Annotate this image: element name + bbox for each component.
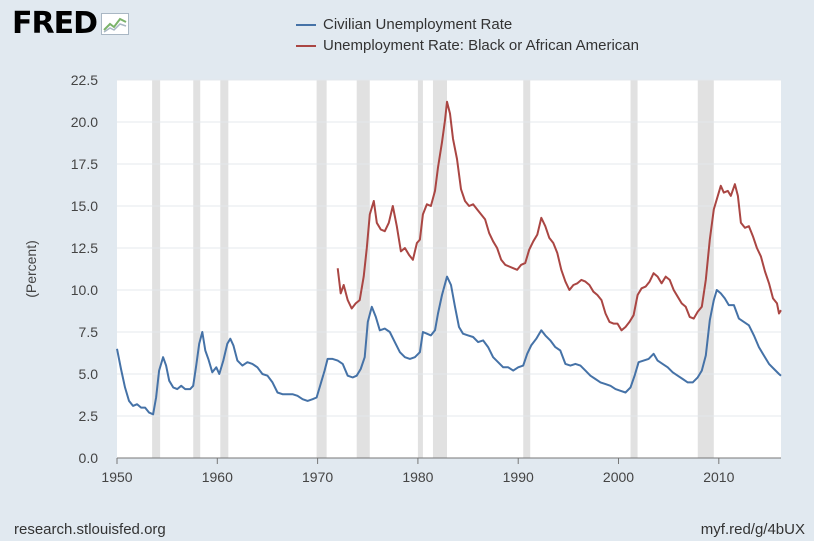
recession-band	[523, 80, 531, 458]
legend-label-black: Unemployment Rate: Black or African Amer…	[323, 37, 639, 54]
y-axis-label: (Percent)	[23, 240, 39, 298]
recession-band	[697, 80, 714, 458]
y-tick-label: 22.5	[71, 72, 98, 88]
axes: 0.0 2.5 5.0 7.5 10.0 12.5 15.0 17.5 20.0 22.5 1950…	[71, 72, 781, 485]
y-tick-label: 0.0	[79, 450, 99, 466]
recession-band	[152, 80, 161, 458]
y-tick-label: 15.0	[71, 198, 98, 214]
x-tick-label: 1990	[503, 469, 534, 485]
series-line-black	[336, 100, 782, 332]
y-tick-label: 10.0	[71, 282, 98, 298]
y-tick-label: 17.5	[71, 156, 98, 172]
series-lines	[116, 100, 782, 416]
recession-band	[316, 80, 327, 458]
x-tick-label: 2000	[603, 469, 634, 485]
recession-band	[220, 80, 229, 458]
legend-item-black[interactable]: Unemployment Rate: Black or African Amer…	[296, 35, 639, 56]
y-tick-label: 20.0	[71, 114, 98, 130]
y-tick-label: 7.5	[79, 324, 99, 340]
recession-band	[417, 80, 423, 458]
y-tick-label: 2.5	[79, 408, 99, 424]
y-tick-label: 12.5	[71, 240, 98, 256]
legend-label-civilian: Civilian Unemployment Rate	[323, 16, 513, 33]
chart-legend: Civilian Unemployment Rate Unemployment …	[296, 14, 639, 56]
x-tick-label: 2010	[703, 469, 734, 485]
legend-swatch-civilian	[296, 23, 316, 26]
x-tick-label: 1980	[402, 469, 433, 485]
short-link[interactable]: myf.red/g/4bUX	[700, 521, 805, 538]
series-line-civilian	[116, 275, 782, 416]
recession-band	[356, 80, 370, 458]
x-tick-label: 1950	[101, 469, 132, 485]
y-tick-label: 5.0	[79, 366, 99, 382]
gridlines	[117, 79, 781, 417]
x-tick-label: 1960	[202, 469, 233, 485]
source-link[interactable]: research.stlouisfed.org	[14, 521, 166, 538]
recession-bands	[152, 80, 714, 458]
legend-swatch-black	[296, 44, 316, 47]
recession-band	[193, 80, 201, 458]
logo-text: FRED	[12, 6, 98, 41]
plot-area	[117, 80, 781, 458]
recession-band	[630, 80, 638, 458]
fred-logo[interactable]: FRED	[12, 8, 129, 40]
recession-band	[432, 80, 447, 458]
x-tick-label: 1970	[302, 469, 333, 485]
legend-item-civilian[interactable]: Civilian Unemployment Rate	[296, 14, 639, 35]
chart-line-icon	[101, 13, 129, 35]
